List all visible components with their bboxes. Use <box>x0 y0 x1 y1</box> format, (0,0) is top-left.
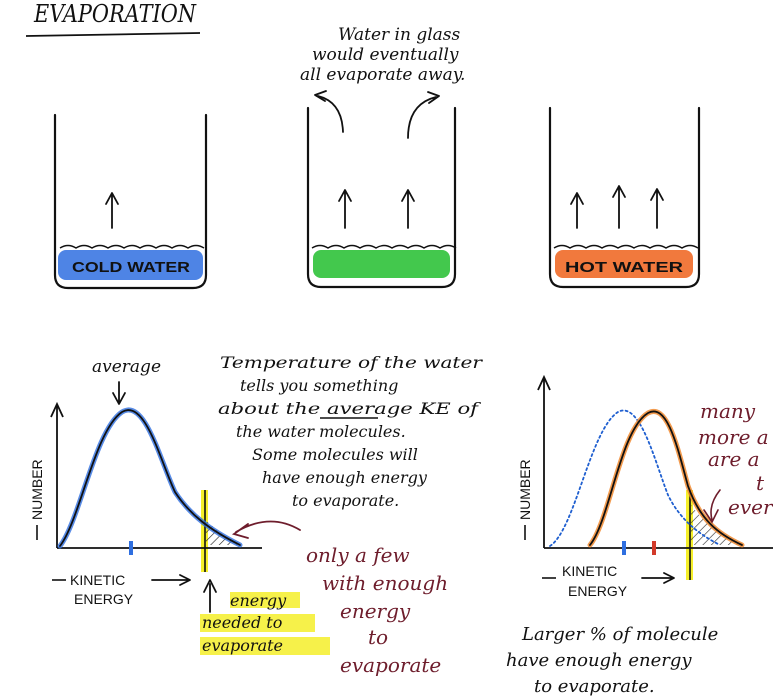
temperature-note-line-6: have enough energy <box>262 468 428 487</box>
glass-note-line-3: all evaporate away. <box>300 65 465 85</box>
cold-evaporation-arrow <box>105 192 119 229</box>
left-y-axis-label: NUMBER <box>29 459 45 520</box>
escape-arrow-right <box>407 91 440 139</box>
temperature-note-line-2: tells you something <box>240 376 398 395</box>
left-peak-arrow <box>112 381 126 405</box>
hot-water-fill <box>555 250 693 278</box>
hot-water-label: HOT WATER <box>565 259 683 276</box>
few-note-line-4: to <box>368 625 388 649</box>
right-y-axis-label: NUMBER <box>517 459 533 520</box>
left-y-axis <box>50 401 64 548</box>
threshold-label-highlight-3 <box>200 637 330 655</box>
bottom-note-line-2: have enough energy <box>506 650 692 671</box>
few-note-line-3: energy <box>340 599 411 623</box>
cold-water-label: COLD WATER <box>72 259 190 276</box>
glass-note-line-1: Water in glass <box>338 25 461 45</box>
temperature-note-line-7: to evaporate. <box>292 491 399 510</box>
threshold-label-line-3: evaporate <box>202 636 283 655</box>
right-x-axis-label-1: KINETIC <box>562 563 617 579</box>
left-distribution-curve <box>59 409 241 547</box>
title-group: EVAPORATION <box>25 0 201 37</box>
few-note-arrow <box>231 520 301 539</box>
middle-arrow-2 <box>401 189 415 229</box>
hot-arrow-1 <box>570 192 584 229</box>
glass-note: Water in glass would eventually all evap… <box>300 25 465 85</box>
few-note-line-2: with enough <box>322 571 448 595</box>
left-x-axis-label-arrow <box>151 574 191 586</box>
bottom-note-line-1: Larger % of molecule <box>521 624 718 645</box>
glass-hot: HOT WATER <box>548 106 701 289</box>
few-note-line-5: evaporate <box>340 653 441 677</box>
middle-arrow-1 <box>338 189 352 229</box>
many-note-line-3: are a <box>708 447 760 471</box>
escape-arrow-left <box>314 90 344 133</box>
middle-glass-outline <box>306 106 457 289</box>
cold-water-surface <box>59 244 205 249</box>
many-note-line-4: t <box>756 471 765 495</box>
title-underline <box>25 32 201 37</box>
threshold-label-arrow <box>203 579 217 613</box>
many-note-line-5: ever <box>728 495 773 519</box>
temperature-note-line-1: Temperature of the water <box>220 353 484 372</box>
many-note-arrow <box>703 489 721 524</box>
middle-water-surface <box>311 244 457 249</box>
few-note-line-1: only a few <box>306 543 410 567</box>
page-title: EVAPORATION <box>33 0 197 28</box>
left-x-axis-label-1: KINETIC <box>70 572 125 588</box>
threshold-label-highlight-2 <box>200 614 315 632</box>
few-note: only a few with enough energy to evapora… <box>231 520 448 677</box>
threshold-label-line-2: needed to <box>202 613 282 632</box>
hot-glass-outline <box>548 106 701 289</box>
cold-glass-outline <box>53 113 208 290</box>
hot-arrow-2 <box>612 185 626 229</box>
glass-middle <box>306 90 457 289</box>
temperature-note-line-5: Some molecules will <box>252 445 418 464</box>
many-note-line-1: many <box>700 399 756 423</box>
right-y-axis <box>537 374 551 548</box>
hot-water-surface <box>553 244 699 249</box>
threshold-label-highlight-1 <box>230 592 300 608</box>
hot-arrow-3 <box>650 188 664 229</box>
temperature-note: Temperature of the water tells you somet… <box>218 353 484 510</box>
left-peak-label: average <box>92 357 161 377</box>
threshold-label-line-1: energy <box>230 591 287 610</box>
temperature-note-line-4: the water molecules. <box>236 422 406 441</box>
right-x-axis-label-2: ENERGY <box>568 583 628 599</box>
left-graph: average NUMBER KINETIC ENERGY energy nee… <box>29 357 330 655</box>
left-tail-hatch <box>206 520 242 545</box>
many-note-line-2: more a <box>698 425 769 449</box>
temperature-note-line-3: about the average KE of <box>218 399 482 418</box>
glass-cold: COLD WATER <box>53 113 208 290</box>
right-x-axis-label-arrow <box>641 572 675 584</box>
left-x-axis-label-2: ENERGY <box>74 591 134 607</box>
bottom-note-line-3: to evaporate. <box>534 676 655 697</box>
right-distribution-hot-curve <box>589 410 743 546</box>
right-graph: NUMBER KINETIC ENERGY many more a are a … <box>506 374 773 697</box>
middle-water-fill <box>313 250 450 278</box>
cold-water-fill <box>58 250 203 280</box>
glass-note-line-2: would eventually <box>312 45 459 65</box>
